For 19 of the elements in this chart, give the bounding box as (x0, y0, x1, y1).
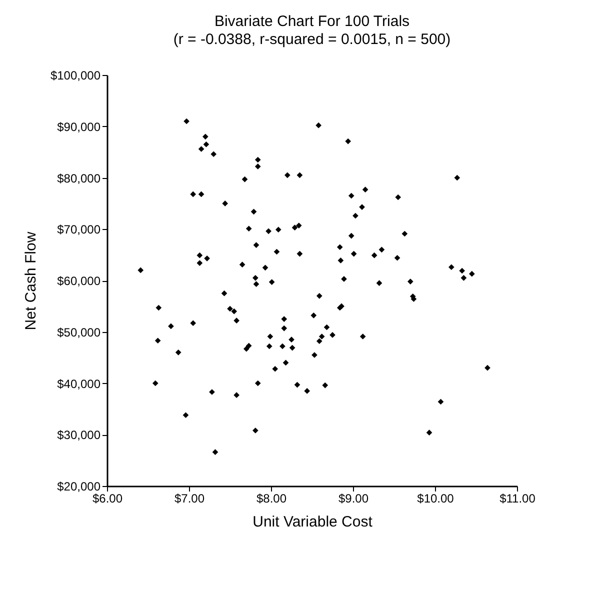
x-tick-label: $7.00 (174, 492, 205, 506)
y-tick-label: $40,000 (57, 376, 101, 391)
y-tick-label: $50,000 (57, 325, 101, 340)
y-tick-label: $100,000 (50, 68, 101, 82)
y-tick-label: $60,000 (57, 274, 101, 288)
chart-title: Bivariate Chart For 100 Trials (214, 13, 410, 30)
x-tick-label: $9.00 (338, 492, 369, 506)
x-tick-label: $8.00 (256, 492, 287, 506)
y-axis-title: Net Cash Flow (22, 232, 40, 330)
y-tick-label: $80,000 (57, 171, 101, 186)
x-tick-label: $10.00 (417, 492, 454, 506)
y-tick-label: $30,000 (57, 428, 101, 442)
chart-subtitle: (r = -0.0388, r-squared = 0.0015, n = 500) (173, 31, 451, 48)
x-axis-title: Unit Variable Cost (252, 514, 374, 530)
y-tick-label: $20,000 (57, 480, 101, 494)
y-tick-label: $90,000 (57, 120, 101, 134)
x-tick-label: $11.00 (500, 492, 536, 506)
x-tick-label: $6.00 (92, 492, 123, 506)
y-tick-label: $70,000 (57, 222, 101, 237)
